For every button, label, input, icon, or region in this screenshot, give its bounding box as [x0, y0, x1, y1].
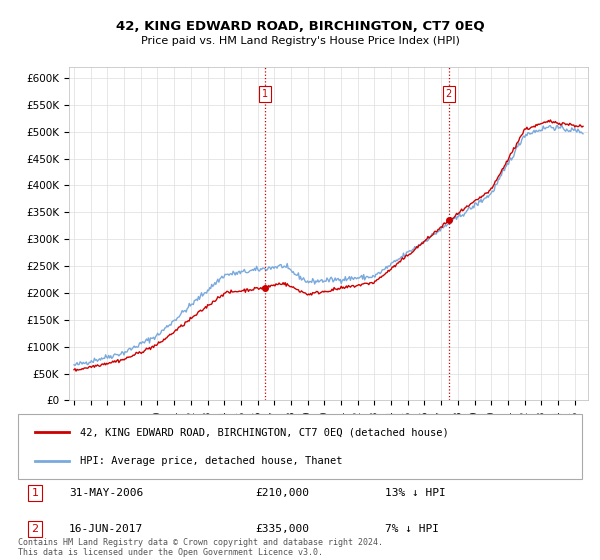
Text: Contains HM Land Registry data © Crown copyright and database right 2024.
This d: Contains HM Land Registry data © Crown c… — [18, 538, 383, 557]
Text: 16-JUN-2017: 16-JUN-2017 — [69, 524, 143, 534]
Text: 42, KING EDWARD ROAD, BIRCHINGTON, CT7 0EQ (detached house): 42, KING EDWARD ROAD, BIRCHINGTON, CT7 0… — [80, 427, 449, 437]
Text: £335,000: £335,000 — [255, 524, 309, 534]
Text: 1: 1 — [31, 488, 38, 498]
Text: Price paid vs. HM Land Registry's House Price Index (HPI): Price paid vs. HM Land Registry's House … — [140, 36, 460, 46]
Text: HPI: Average price, detached house, Thanet: HPI: Average price, detached house, Than… — [80, 456, 343, 466]
Text: 2: 2 — [446, 89, 452, 99]
Text: 42, KING EDWARD ROAD, BIRCHINGTON, CT7 0EQ: 42, KING EDWARD ROAD, BIRCHINGTON, CT7 0… — [116, 20, 484, 32]
FancyBboxPatch shape — [18, 414, 582, 479]
Text: £210,000: £210,000 — [255, 488, 309, 498]
Text: 1: 1 — [262, 89, 268, 99]
Text: 7% ↓ HPI: 7% ↓ HPI — [385, 524, 439, 534]
Text: 2: 2 — [31, 524, 38, 534]
Text: 13% ↓ HPI: 13% ↓ HPI — [385, 488, 445, 498]
Text: 31-MAY-2006: 31-MAY-2006 — [69, 488, 143, 498]
